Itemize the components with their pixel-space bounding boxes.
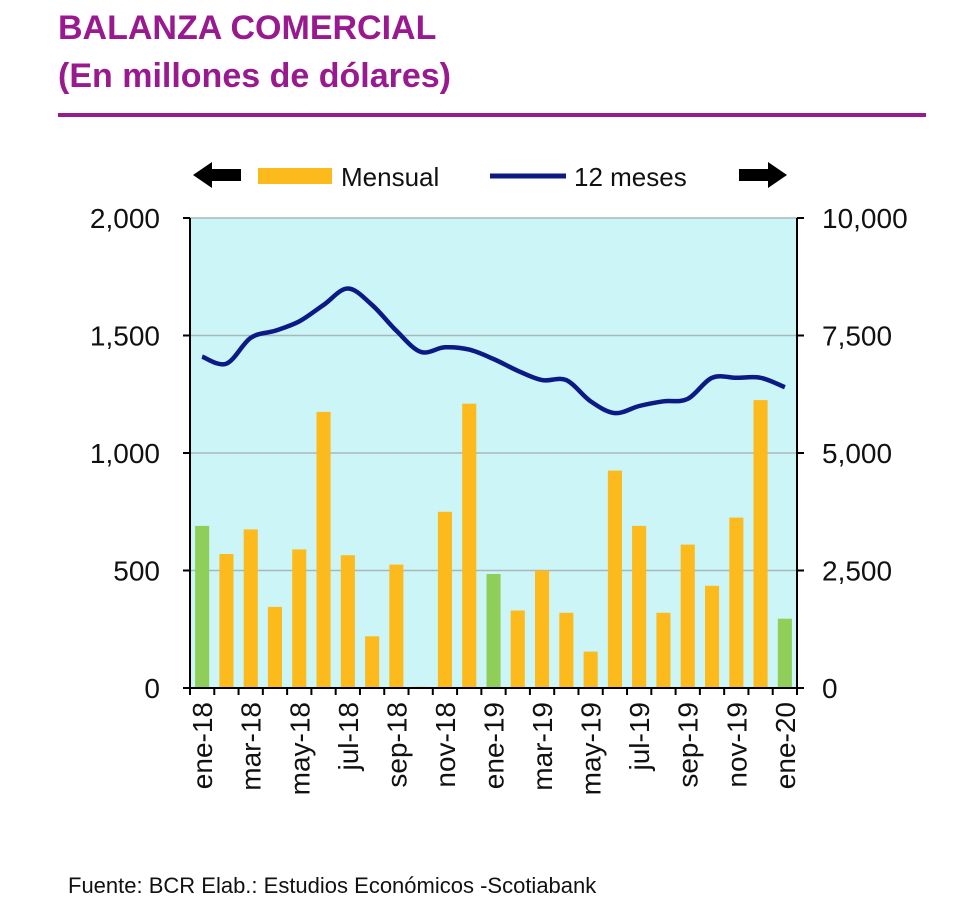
y-left-tick-label: 2,000 xyxy=(90,203,160,234)
x-tick-label: nov-18 xyxy=(430,702,461,788)
x-tick-label: may-18 xyxy=(284,702,315,795)
legend-label-12-meses: 12 meses xyxy=(574,162,687,192)
bar-feb-19 xyxy=(510,610,525,688)
bar-abr-19 xyxy=(559,612,574,688)
right-arrow-icon xyxy=(739,162,787,188)
bar-nov-18 xyxy=(437,511,452,689)
y-left-tick-label: 500 xyxy=(113,556,160,587)
bar-ene-19 xyxy=(486,574,501,688)
bar-jul-18 xyxy=(340,555,355,688)
x-tick-label: mar-18 xyxy=(236,702,267,791)
source-footnote: Fuente: BCR Elab.: Estudios Económicos -… xyxy=(68,873,597,898)
chart-subtitle: (En millones de dólares) xyxy=(58,57,451,95)
left-arrow-icon xyxy=(193,162,241,188)
gridlines xyxy=(190,217,797,572)
x-tick-label: jul-19 xyxy=(624,702,655,771)
y-axis-left-labels: 0 500 1,000 1,500 2,000 xyxy=(90,203,160,704)
bar-may-18 xyxy=(292,549,307,688)
bar-oct-19 xyxy=(705,585,720,688)
y-left-tick-label: 0 xyxy=(144,673,160,704)
legend-label-mensual: Mensual xyxy=(341,162,439,192)
x-tick-label: jul-18 xyxy=(333,702,364,771)
axes xyxy=(183,217,804,695)
x-tick-label: ene-19 xyxy=(479,702,510,789)
y-right-tick-label: 10,000 xyxy=(822,203,908,234)
bar-feb-18 xyxy=(219,554,234,688)
x-tick-label: ene-18 xyxy=(187,702,218,789)
bar-ago-19 xyxy=(656,612,671,688)
legend-swatch-mensual xyxy=(258,168,332,184)
bar-dic-19 xyxy=(753,400,768,688)
series-line-12-meses xyxy=(201,286,786,416)
x-tick-label: mar-19 xyxy=(527,702,558,791)
bar-sep-19 xyxy=(680,544,695,688)
monthly-bars xyxy=(195,400,792,689)
bar-ene-18 xyxy=(195,525,210,688)
y-axis-right-labels: 0 2,500 5,000 7,500 10,000 xyxy=(822,203,908,704)
bar-ago-18 xyxy=(365,636,380,688)
bar-nov-19 xyxy=(729,517,744,688)
bar-sep-18 xyxy=(389,564,404,688)
x-tick-label: ene-20 xyxy=(770,702,801,789)
bar-abr-18 xyxy=(267,606,282,688)
bar-jul-19 xyxy=(632,525,647,688)
y-right-tick-label: 0 xyxy=(822,673,838,704)
chart-title: BALANZA COMERCIAL xyxy=(58,9,437,47)
x-tick-label: sep-18 xyxy=(381,702,412,788)
y-left-tick-label: 1,000 xyxy=(90,438,160,469)
bar-mar-19 xyxy=(535,570,550,688)
x-tick-label: may-19 xyxy=(576,702,607,795)
x-tick-label: nov-19 xyxy=(721,702,752,788)
x-tick-label: sep-19 xyxy=(673,702,704,788)
y-right-tick-label: 7,500 xyxy=(822,321,892,352)
bar-jun-19 xyxy=(607,470,622,688)
y-left-tick-label: 1,500 xyxy=(90,321,160,352)
title-rule xyxy=(58,113,926,117)
bar-jun-18 xyxy=(316,411,331,688)
bar-ene-20 xyxy=(777,618,792,688)
bar-may-19 xyxy=(583,651,598,688)
y-right-tick-label: 5,000 xyxy=(822,438,892,469)
x-axis-labels: ene-18 mar-18 may-18 jul-18 sep-18 nov-18 ene-… xyxy=(187,702,801,795)
y-right-tick-label: 2,500 xyxy=(822,556,892,587)
bar-dic-18 xyxy=(462,403,477,688)
bar-mar-18 xyxy=(243,529,258,688)
legend: Mensual 12 meses xyxy=(193,162,787,192)
